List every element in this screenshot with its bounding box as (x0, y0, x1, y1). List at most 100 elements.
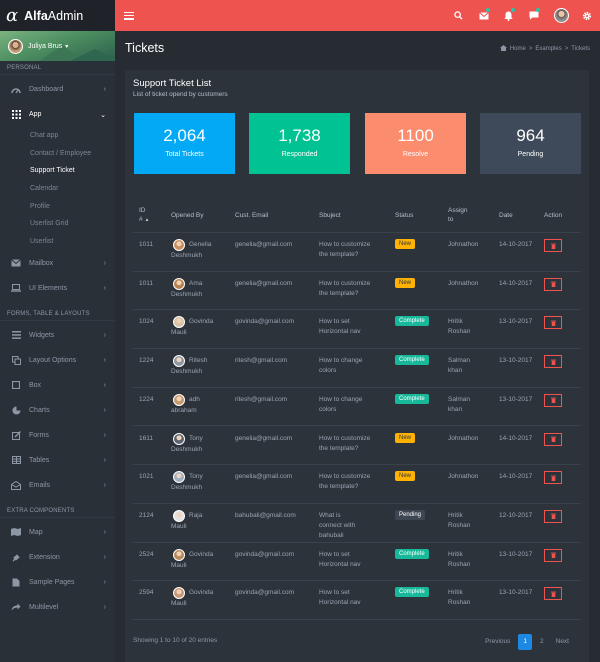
sidebar-item-app[interactable]: App ⌄ (0, 102, 115, 127)
sidebar-item-label: Box (29, 381, 42, 389)
opened-by-first: Tony (189, 434, 203, 442)
sidebar-subitem-chat-app[interactable]: Chat app (30, 132, 59, 139)
pagination-next[interactable]: Next (555, 638, 569, 645)
opened-by-second: abraham (171, 406, 197, 414)
customer-email: bahubali@gmail.com (235, 511, 296, 519)
sidebar-item-map[interactable]: Map › (0, 520, 115, 545)
chevron-right-icon: › (103, 406, 106, 414)
sidebar-item-box[interactable]: Box › (0, 373, 115, 398)
status-badge: New (395, 277, 416, 288)
mail-icon[interactable] (471, 0, 496, 31)
ticket-id: 1224 (139, 357, 154, 365)
subject-line-1: What is (319, 511, 341, 519)
logo[interactable]: α AlfaAdmin (0, 0, 115, 31)
plug-icon (10, 551, 22, 563)
caret-down-icon: ▾ (65, 43, 69, 50)
delete-button[interactable] (544, 509, 562, 523)
delete-button[interactable] (544, 471, 562, 485)
assigned-to-second: Roshan (448, 560, 471, 568)
profile-avatar (8, 38, 23, 54)
avatar (173, 355, 185, 368)
assigned-to-second: khan (448, 367, 463, 375)
sidebar-item-tables[interactable]: Tables › (0, 448, 115, 473)
breadcrumb-home[interactable]: Home (509, 46, 526, 52)
chevron-right-icon: › (103, 603, 106, 611)
avatar (173, 393, 185, 406)
chevron-right-icon: › (103, 259, 106, 267)
chevron-right-icon: › (103, 481, 106, 489)
sidebar-item-ui-elements[interactable]: UI Elements › (0, 276, 115, 301)
delete-button[interactable] (544, 393, 562, 407)
sidebar-item-widgets[interactable]: Widgets › (0, 323, 115, 348)
opened-by-second: Deshmukh (171, 368, 203, 376)
sidebar-subitem-profile[interactable]: Profile (30, 202, 50, 210)
table-row: 2594 Govinda Mauli govinda@gmail.com How to … (133, 581, 581, 620)
assigned-to: Hritik Roshan (448, 550, 470, 570)
section-personal: PERSONAL (0, 61, 115, 75)
subject-line-1: How to customize (319, 241, 371, 248)
table-row: 1011 Ama Deshmukh genelia@gmail.com How to c… (133, 272, 581, 311)
column-header-subject[interactable]: Sbuject (319, 212, 341, 219)
breadcrumb-examples[interactable]: Examples (535, 46, 562, 52)
opened-by: Ama (189, 279, 202, 289)
sidebar-item-sample-pages[interactable]: Sample Pages › (0, 570, 115, 595)
bell-icon[interactable] (496, 0, 521, 31)
header-assign-to: to (448, 216, 454, 223)
search-icon[interactable] (446, 0, 471, 31)
sidebar-item-mailbox[interactable]: Mailbox › (0, 251, 115, 276)
subject-line-2: the template? (319, 444, 359, 452)
pagination-previous[interactable]: Previous (485, 638, 511, 645)
column-header-status[interactable]: Status (395, 212, 414, 219)
trash-icon (550, 397, 556, 404)
gear-icon[interactable] (576, 0, 598, 31)
column-header-date[interactable]: Date (499, 212, 513, 219)
sidebar-subitem-userlist-grid[interactable]: Userlist Grid (30, 220, 69, 228)
sidebar-item-label: Map (29, 528, 43, 536)
avatar (173, 277, 185, 290)
ticket-id: 2124 (139, 511, 154, 519)
pagination-page-2[interactable]: 2 (540, 638, 544, 645)
chat-icon[interactable] (521, 0, 546, 31)
sidebar-subitem-contact[interactable]: Contact / Employee (30, 149, 92, 157)
chevron-right-icon: › (103, 356, 106, 364)
sidebar-item-dashboard[interactable]: Dashboard › (0, 77, 115, 102)
opened-by: Tony (189, 434, 203, 444)
opened-by-second: Mauli (171, 600, 187, 608)
sidebar-profile[interactable]: Juliya Brus ▾ (0, 31, 115, 61)
sidebar-subitem-support-ticket[interactable]: Support Ticket (30, 167, 75, 175)
sidebar-item-label: Forms (29, 431, 49, 439)
sidebar-item-multilevel[interactable]: Multilevel › (0, 595, 115, 620)
column-header-opened-by[interactable]: Opened By (171, 212, 204, 219)
delete-button[interactable] (544, 277, 562, 291)
sidebar-item-layout-options[interactable]: Layout Options › (0, 348, 115, 373)
sidebar-subitem-userlist[interactable]: Userlist (30, 238, 54, 246)
assigned-to: Hritik Roshan (448, 317, 470, 337)
delete-button[interactable] (544, 432, 562, 446)
menu-icon[interactable] (124, 11, 134, 20)
assigned-to: Salman khan (448, 356, 470, 376)
delete-button[interactable] (544, 548, 562, 562)
sidebar-item-charts[interactable]: Charts › (0, 398, 115, 423)
delete-button[interactable] (544, 355, 562, 369)
assigned-to-first: Johnathon (448, 279, 479, 287)
sidebar-item-emails[interactable]: Emails › (0, 473, 115, 498)
delete-button[interactable] (544, 587, 562, 601)
sidebar-item-forms[interactable]: Forms › (0, 423, 115, 448)
brand-bold: Alfa (24, 8, 48, 23)
pagination-page-1[interactable]: 1 (518, 634, 532, 650)
column-header-assign[interactable]: Assign to (448, 206, 468, 224)
chevron-right-icon: › (103, 381, 106, 389)
user-menu[interactable] (546, 0, 576, 31)
sidebar-subitem-calendar[interactable]: Calendar (30, 185, 59, 193)
column-header-id[interactable]: ID # ▲ (139, 206, 149, 225)
delete-button[interactable] (544, 316, 562, 330)
trash-icon (550, 591, 556, 597)
status-badge: New (395, 471, 416, 482)
column-header-email[interactable]: Cust. Email (235, 212, 269, 219)
delete-button[interactable] (544, 239, 562, 252)
opened-by-second: Deshmukh (171, 484, 203, 492)
trash-icon (550, 475, 556, 481)
subject-line-2: connect with (319, 521, 356, 529)
sidebar-item-extension[interactable]: Extension › (0, 545, 115, 570)
